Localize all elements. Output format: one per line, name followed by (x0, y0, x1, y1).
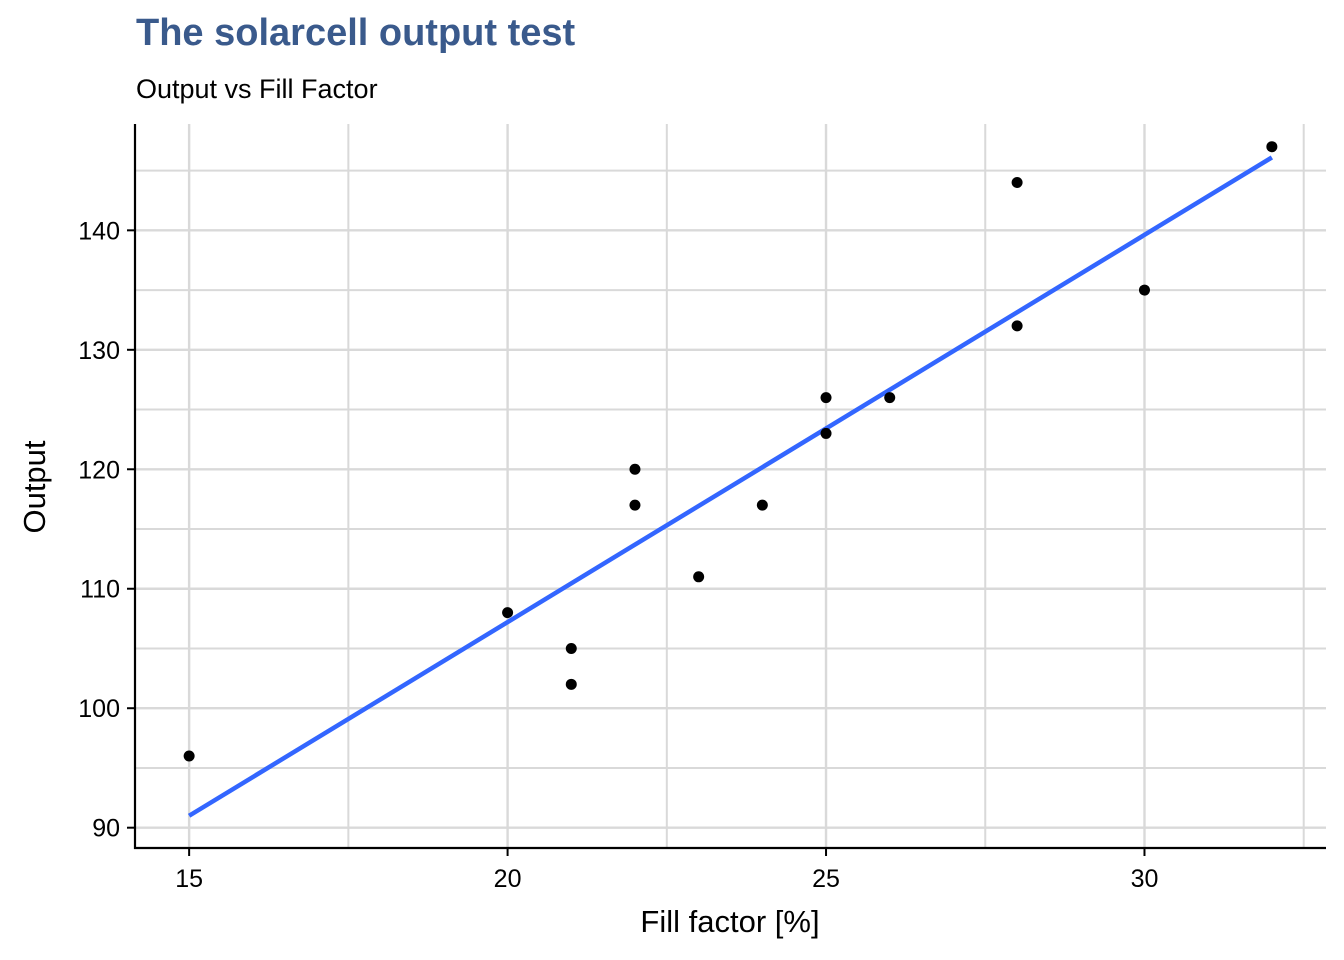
data-point (183, 750, 195, 762)
chart-title: The solarcell output test (136, 12, 576, 54)
data-points (183, 141, 1278, 762)
x-tick-label: 25 (812, 865, 840, 893)
x-tick-label: 15 (175, 865, 203, 893)
data-point (629, 463, 641, 475)
data-point (565, 678, 577, 690)
y-tick-label: 100 (78, 695, 120, 723)
y-tick-label: 110 (80, 576, 120, 604)
data-point (884, 392, 896, 404)
y-tick-label: 140 (78, 217, 120, 245)
chart-subtitle: Output vs Fill Factor (136, 74, 378, 104)
x-tick-label: 20 (494, 865, 522, 893)
axes: 15 20 25 30 90 100 110 120 130 140 (78, 124, 1326, 893)
x-tick-label: 30 (1131, 865, 1159, 893)
grid-lines (135, 124, 1326, 848)
y-tick-label: 120 (78, 456, 120, 484)
trend-line (187, 155, 1274, 818)
y-axis-title: Output (17, 440, 52, 533)
data-point (565, 642, 577, 654)
data-point (1011, 177, 1023, 189)
trend-line-layer (187, 155, 1274, 818)
data-point (693, 571, 705, 583)
y-tick-label: 90 (92, 815, 120, 843)
data-point (502, 607, 514, 619)
data-point (820, 427, 832, 439)
data-point (756, 499, 768, 511)
data-point (1138, 284, 1150, 296)
data-point (629, 499, 641, 511)
data-point (1011, 320, 1023, 332)
x-axis-title: Fill factor [%] (640, 904, 819, 939)
data-point (1266, 141, 1278, 153)
data-point (820, 392, 832, 404)
y-tick-label: 130 (78, 337, 120, 365)
